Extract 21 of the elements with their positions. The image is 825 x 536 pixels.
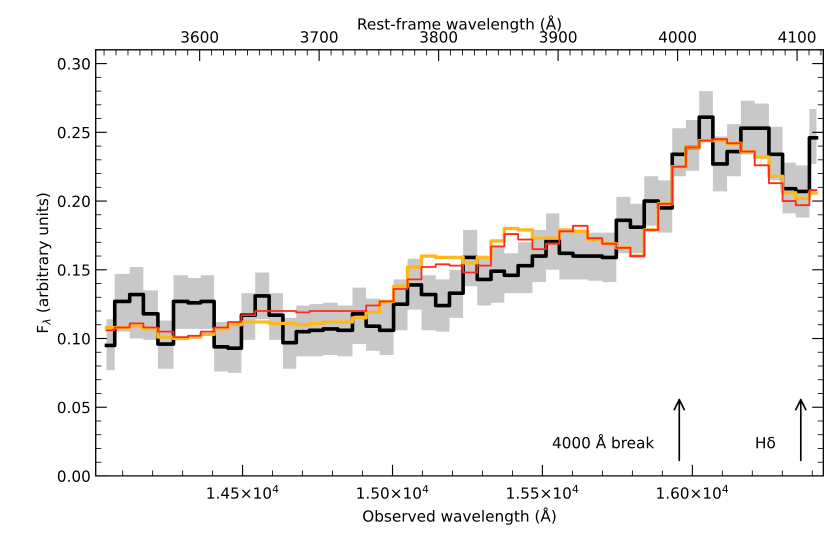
annotation: Hδ bbox=[756, 436, 775, 448]
x-axis-title: Observed wavelength (Å) bbox=[363, 507, 556, 525]
x2-tick-label: 3800 bbox=[420, 31, 458, 43]
x-tick-label: 1.55×10$^{4}$ bbox=[507, 484, 578, 499]
x2-tick-label: 4000 bbox=[658, 31, 696, 43]
y-tick-label: 0.25 bbox=[58, 126, 90, 138]
annotation: 4000 Å break bbox=[552, 434, 654, 448]
x2-tick-label: 3600 bbox=[181, 31, 218, 43]
x-tick-label: 1.45×10$^{4}$ bbox=[207, 484, 278, 499]
x2-tick-label: 3900 bbox=[540, 31, 577, 43]
x2-tick-label: 4100 bbox=[778, 31, 816, 43]
y-tick-label: 0.15 bbox=[58, 264, 90, 276]
x-tick-label: 1.60×10$^{4}$ bbox=[657, 484, 728, 499]
y-tick-label: 0.10 bbox=[58, 332, 90, 345]
y-axis-title: F$_{λ}$ (arbitrary units) bbox=[36, 194, 52, 332]
y-tick-label: 0.05 bbox=[58, 402, 90, 414]
y-tick-label: 0.00 bbox=[58, 470, 90, 482]
y-tick-label: 0.20 bbox=[58, 196, 90, 208]
y-tick-label: 0.30 bbox=[58, 58, 90, 70]
x-tick-label: 1.50×10$^{4}$ bbox=[357, 484, 428, 499]
x2-tick-label: 3700 bbox=[300, 31, 338, 43]
